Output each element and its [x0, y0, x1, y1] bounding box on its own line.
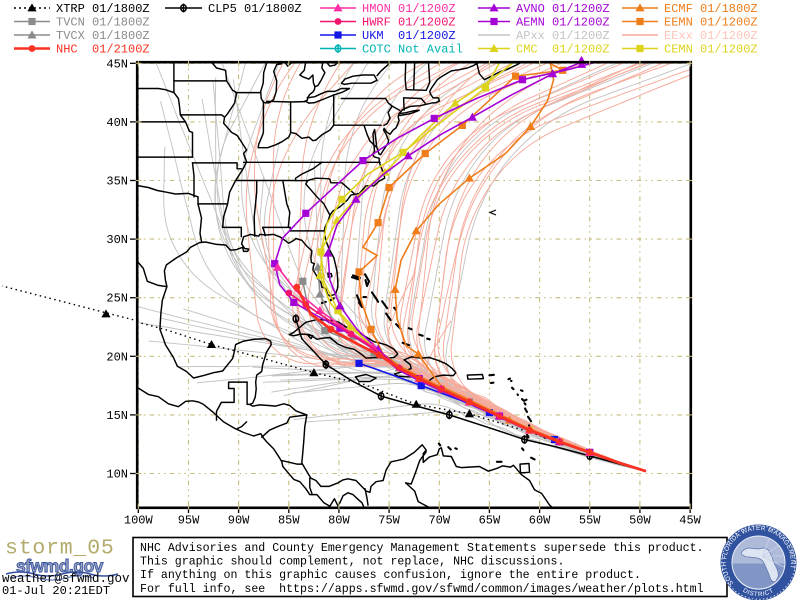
svg-text:If anything on this graphic ca: If anything on this graphic causes confu… [140, 569, 641, 582]
svg-text:AVNO 01/1200Z: AVNO 01/1200Z [516, 2, 610, 16]
svg-text:TVCX 01/1800Z: TVCX 01/1800Z [56, 29, 150, 43]
svg-text:20N: 20N [106, 350, 128, 364]
svg-text:HMON 01/1200Z: HMON 01/1200Z [362, 2, 456, 16]
svg-text:15N: 15N [106, 409, 128, 423]
svg-text:AEMN 01/1200Z: AEMN 01/1200Z [516, 16, 610, 30]
svg-text:COTC Not Avail: COTC Not Avail [362, 43, 463, 57]
svg-text:35N: 35N [106, 175, 128, 189]
svg-text:75W: 75W [378, 514, 400, 528]
svg-text:45N: 45N [106, 57, 128, 71]
svg-text:UKM 01/1200Z: UKM 01/1200Z [362, 29, 456, 43]
svg-text:90W: 90W [228, 514, 250, 528]
svg-text:APxx 01/1200Z: APxx 01/1200Z [516, 29, 610, 43]
svg-text:40N: 40N [106, 116, 128, 130]
svg-text:weather@sfwmd.gov: weather@sfwmd.gov [2, 572, 130, 586]
svg-text:CMC 01/1200Z: CMC 01/1200Z [516, 43, 610, 57]
svg-text:DISTRICT: DISTRICT [741, 587, 775, 598]
svg-text:60W: 60W [529, 514, 551, 528]
svg-text:EExx 01/1200Z: EExx 01/1200Z [664, 29, 758, 43]
svg-text:10N: 10N [106, 468, 128, 482]
svg-text:95W: 95W [178, 514, 200, 528]
svg-text:55W: 55W [579, 514, 601, 528]
svg-text:HWRF 01/1200Z: HWRF 01/1200Z [362, 16, 456, 30]
svg-text:45W: 45W [679, 514, 701, 528]
svg-text:100W: 100W [124, 514, 154, 528]
svg-text:XTRP 01/1800Z: XTRP 01/1800Z [56, 2, 150, 16]
svg-text:NHC 01/2100Z: NHC 01/2100Z [56, 43, 150, 57]
svg-text:01-Jul 20:21EDT: 01-Jul 20:21EDT [2, 584, 110, 598]
svg-text:storm_05: storm_05 [5, 537, 115, 561]
svg-text:CEMN 01/1200Z: CEMN 01/1200Z [664, 43, 758, 57]
svg-text:CLP5 01/1800Z: CLP5 01/1800Z [208, 2, 302, 16]
svg-text:30N: 30N [106, 233, 128, 247]
svg-text:ECMF 01/1800Z: ECMF 01/1800Z [664, 2, 758, 16]
svg-text:TVCN 01/1800Z: TVCN 01/1800Z [56, 16, 150, 30]
svg-text:50W: 50W [629, 514, 651, 528]
svg-text:25N: 25N [106, 292, 128, 306]
svg-text:65W: 65W [479, 514, 501, 528]
svg-text:70W: 70W [428, 514, 450, 528]
svg-text:85W: 85W [278, 514, 300, 528]
svg-text:NHC Advisories and County Emer: NHC Advisories and County Emergency Mana… [140, 542, 704, 555]
svg-text:80W: 80W [328, 514, 350, 528]
svg-text:sfwmd.gov: sfwmd.gov [16, 556, 104, 576]
svg-text:This graphic should complement: This graphic should complement, not repl… [140, 556, 564, 569]
svg-text:For full info, see https://ap: For full info, see https://apps.sfwmd.go… [140, 583, 704, 596]
svg-text:EEMN 01/1200Z: EEMN 01/1200Z [664, 16, 758, 30]
